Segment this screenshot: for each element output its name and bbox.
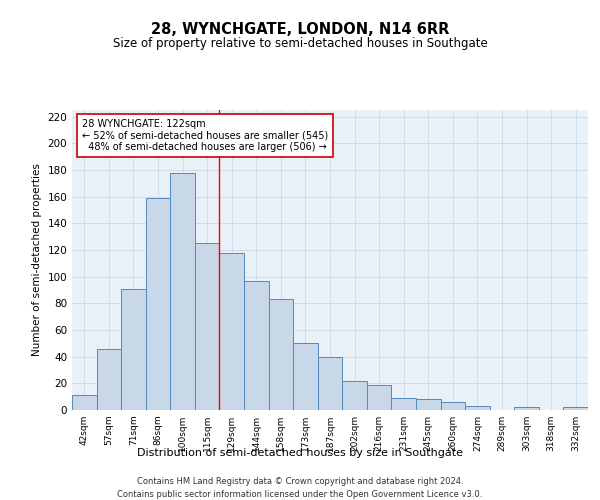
Text: Contains public sector information licensed under the Open Government Licence v3: Contains public sector information licen… (118, 490, 482, 499)
Bar (121, 288, 146, 410)
Text: Size of property relative to semi-detached houses in Southgate: Size of property relative to semi-detach… (113, 38, 487, 51)
Bar (146, 198, 170, 410)
Bar (170, 172, 195, 410)
Bar (563, 408, 588, 410)
Bar (514, 408, 539, 410)
Text: 28 WYNCHGATE: 122sqm
← 52% of semi-detached houses are smaller (545)
  48% of se: 28 WYNCHGATE: 122sqm ← 52% of semi-detac… (82, 119, 329, 152)
Y-axis label: Number of semi-detached properties: Number of semi-detached properties (32, 164, 42, 356)
Bar (440, 402, 465, 410)
Bar (416, 400, 440, 410)
Bar (391, 398, 416, 410)
Bar (293, 344, 318, 410)
Bar (465, 406, 490, 410)
Text: Distribution of semi-detached houses by size in Southgate: Distribution of semi-detached houses by … (137, 448, 463, 458)
Bar (97, 348, 121, 410)
Bar (269, 300, 293, 410)
Bar (244, 280, 269, 410)
Bar (367, 384, 391, 410)
Bar (342, 380, 367, 410)
Text: Contains HM Land Registry data © Crown copyright and database right 2024.: Contains HM Land Registry data © Crown c… (137, 478, 463, 486)
Bar (72, 396, 97, 410)
Bar (220, 252, 244, 410)
Text: 28, WYNCHGATE, LONDON, N14 6RR: 28, WYNCHGATE, LONDON, N14 6RR (151, 22, 449, 38)
Bar (195, 244, 220, 410)
Bar (318, 356, 342, 410)
